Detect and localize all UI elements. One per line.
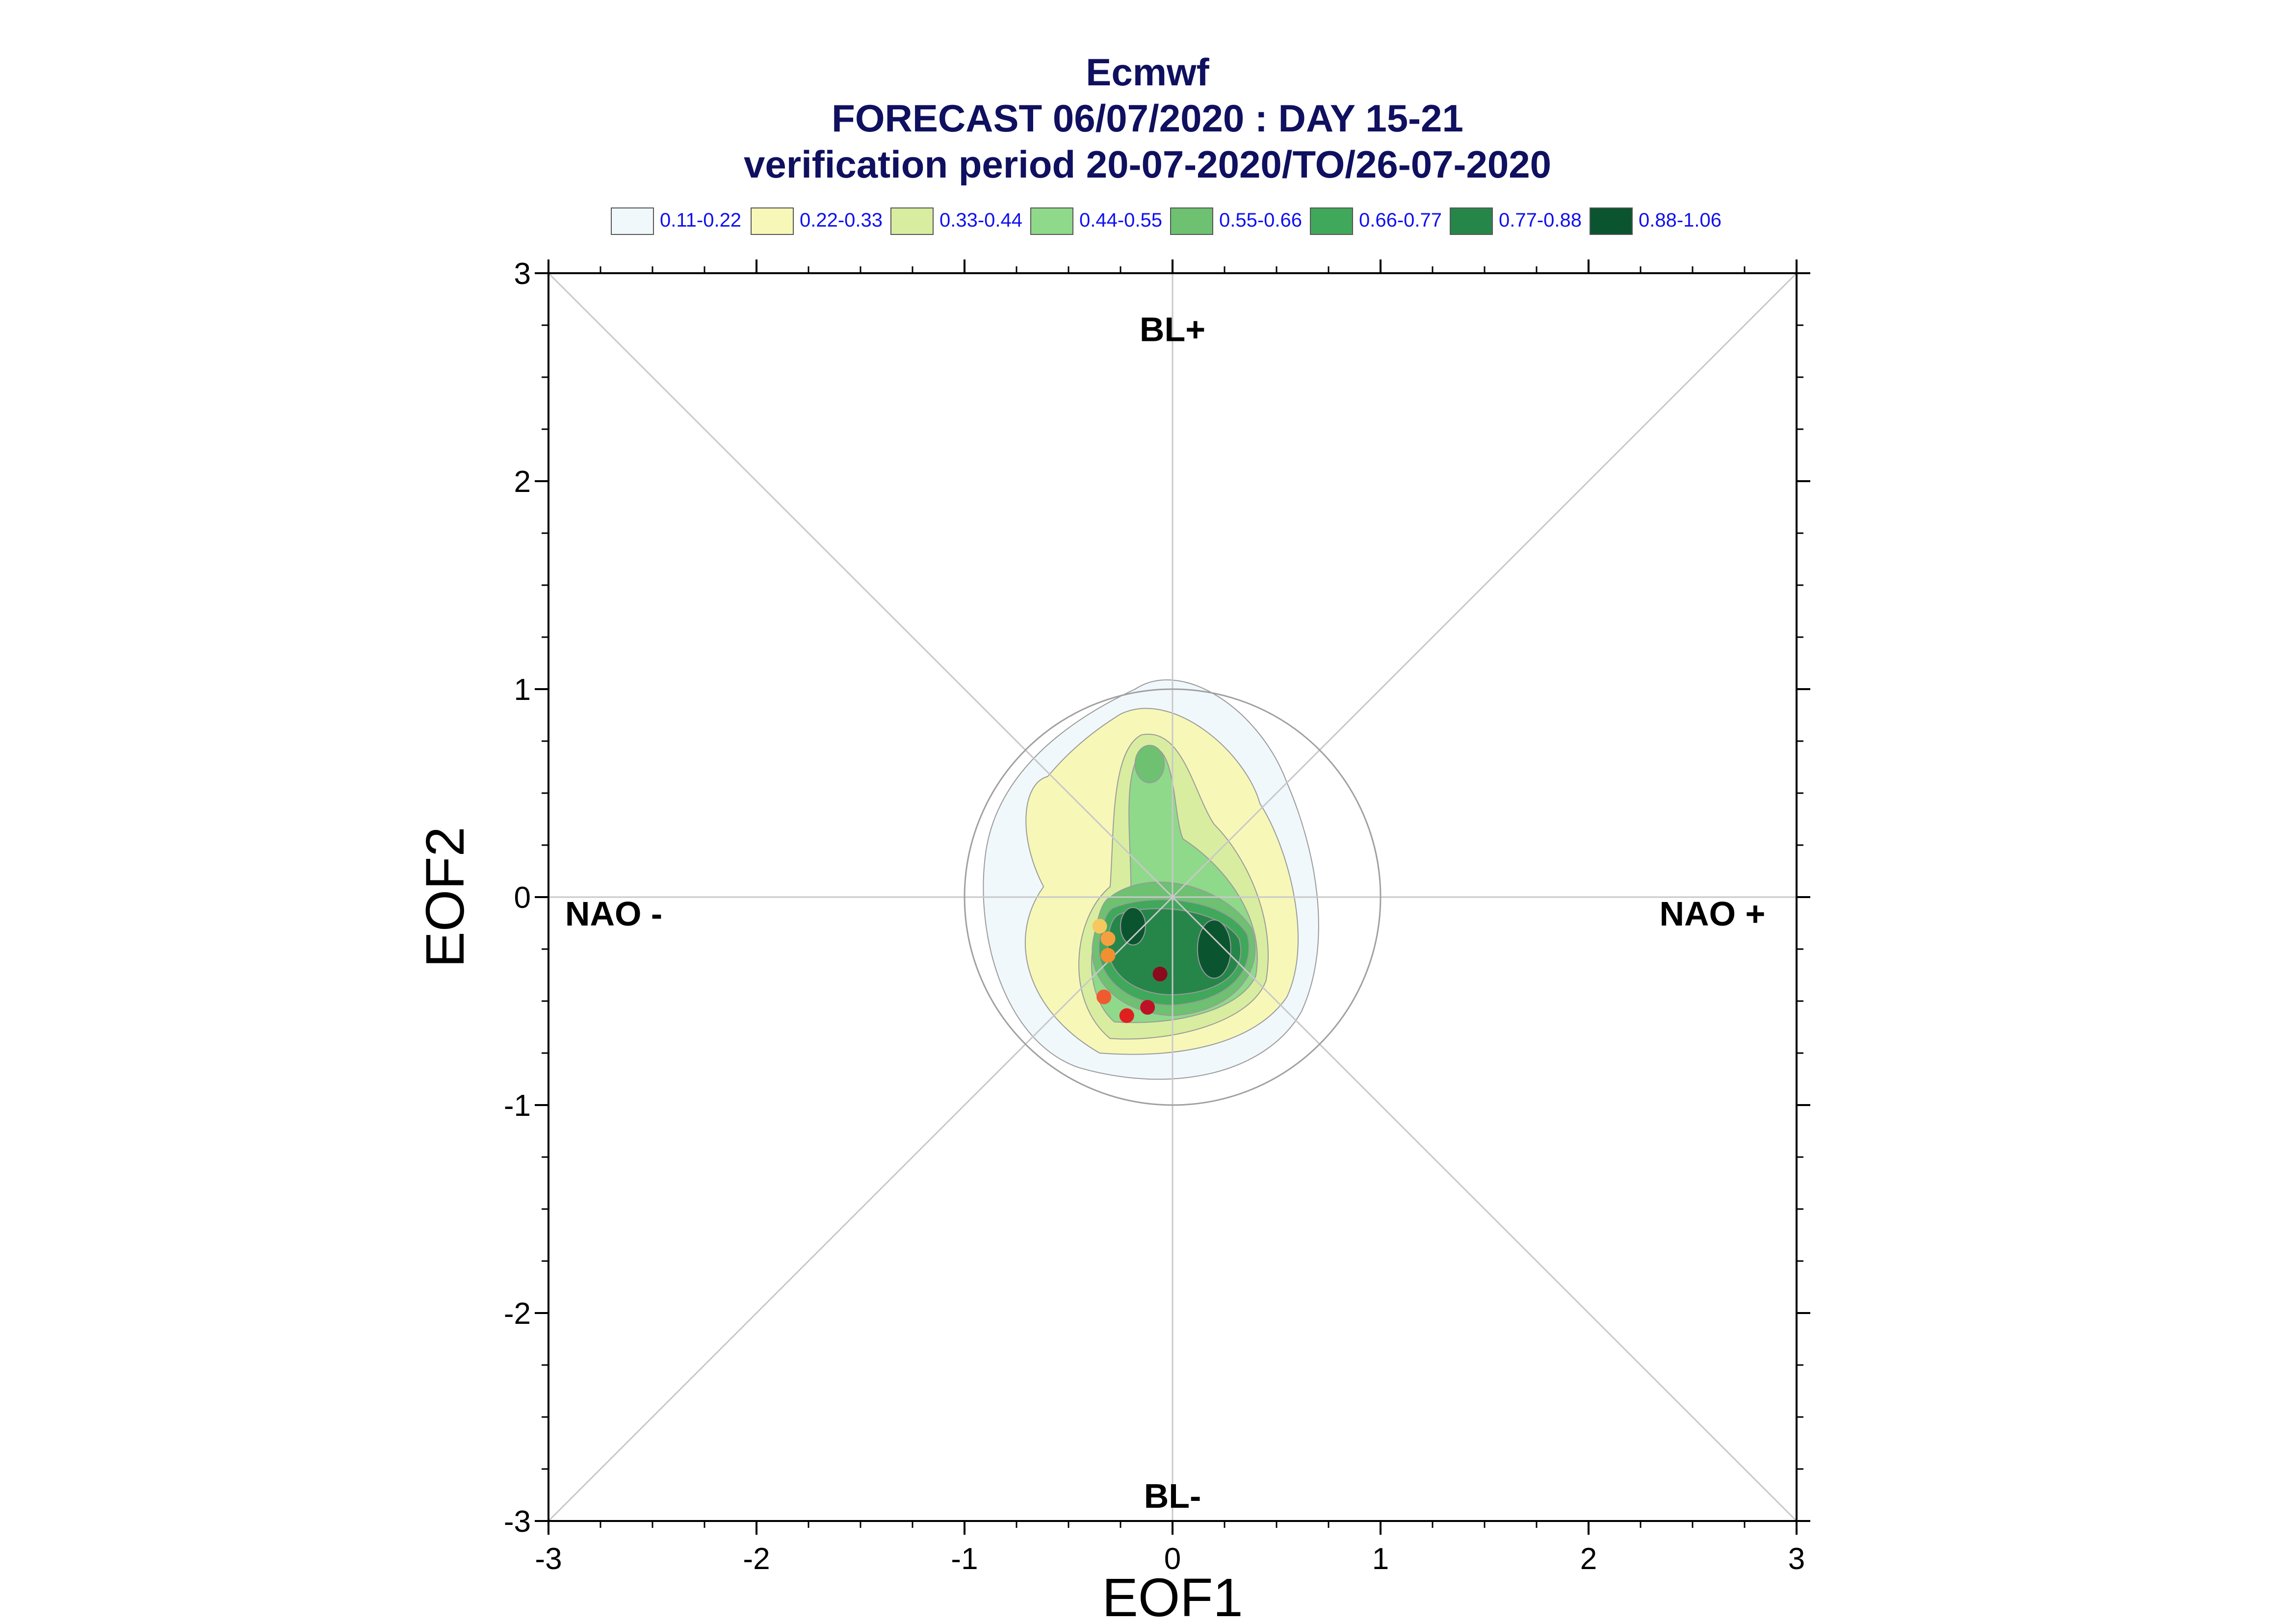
regime-label-top: BL+	[1140, 310, 1205, 348]
legend-label: 0.33-0.44	[939, 209, 1023, 231]
legend-label: 0.66-0.77	[1359, 209, 1442, 231]
legend-label: 0.77-0.88	[1499, 209, 1582, 231]
regime-label-bottom: BL-	[1144, 1477, 1201, 1515]
legend-label: 0.11-0.22	[660, 209, 742, 231]
legend-swatch	[1170, 207, 1213, 235]
y-tick-label: -1	[504, 1089, 531, 1123]
density-contour	[1134, 745, 1165, 783]
member-point	[1092, 919, 1107, 934]
legend-swatch	[1450, 207, 1493, 235]
title-line-1: Ecmwf	[1086, 51, 1209, 94]
title-line-2: FORECAST 06/07/2020 : DAY 15-21	[832, 97, 1463, 140]
x-axis-title: EOF1	[1102, 1568, 1243, 1624]
regime-label-left: NAO -	[565, 895, 662, 933]
member-point	[1119, 1008, 1134, 1023]
y-tick-label: -2	[504, 1297, 531, 1331]
density-peak	[1197, 919, 1231, 979]
x-tick-label: -2	[743, 1542, 770, 1576]
x-tick-label: 3	[1788, 1542, 1805, 1576]
member-point	[1100, 948, 1116, 963]
legend-label: 0.44-0.55	[1079, 209, 1163, 231]
x-tick-label: -1	[951, 1542, 978, 1576]
legend-swatch	[611, 207, 654, 235]
density-contours	[983, 679, 1319, 1080]
plot-labels: -3 -2 -1 0 1 2 3 -3 -2 -1 0 1 2 3 EOF1 EOF2 BL+ BL- NAO - N…	[415, 257, 1805, 1624]
y-tick-label: 3	[514, 257, 531, 291]
legend-swatch	[1310, 207, 1353, 235]
x-tick-label: 2	[1580, 1542, 1597, 1576]
y-tick-label: 2	[514, 465, 531, 499]
y-tick-label: -3	[504, 1505, 531, 1539]
y-tick-label: 1	[514, 673, 531, 707]
member-point	[1100, 931, 1116, 946]
unit-circle	[964, 688, 1382, 1106]
density-peak	[1120, 907, 1146, 946]
x-tick-label: -3	[535, 1542, 562, 1576]
member-points	[1092, 919, 1168, 1023]
legend-swatch	[751, 207, 794, 235]
legend-label: 0.22-0.33	[800, 209, 883, 231]
title-line-3: verification period 20-07-2020/TO/26-07-…	[743, 143, 1552, 186]
legend-label: 0.55-0.66	[1219, 209, 1303, 231]
regime-label-right: NAO +	[1660, 895, 1766, 933]
legend-label: 0.88-1.06	[1639, 209, 1722, 231]
member-point	[1152, 966, 1168, 981]
plot-grid	[548, 272, 1798, 1522]
plot-axes	[535, 259, 1810, 1535]
legend-swatch	[1590, 207, 1633, 235]
y-tick-label: 0	[514, 881, 531, 915]
chart-title: Ecmwf FORECAST 06/07/2020 : DAY 15-21 ve…	[0, 49, 2295, 187]
x-tick-label: 1	[1372, 1542, 1389, 1576]
legend-swatch	[1030, 207, 1073, 235]
y-axis-title: EOF2	[415, 826, 475, 967]
x-tick-label: 0	[1164, 1542, 1181, 1576]
legend-swatch	[890, 207, 934, 235]
member-point	[1140, 1000, 1155, 1015]
member-point	[1096, 989, 1112, 1005]
